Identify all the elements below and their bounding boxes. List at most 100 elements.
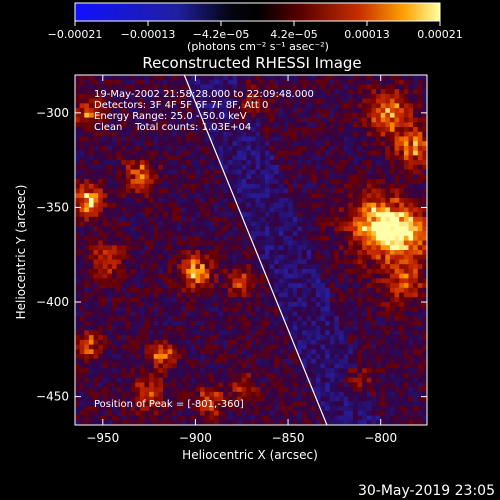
heatmap-cell [352, 316, 359, 322]
heatmap-cell [376, 292, 382, 298]
heatmap-cell [417, 268, 423, 275]
heatmap-cell [357, 349, 363, 355]
heatmap-cell [348, 306, 354, 313]
heatmap-cell [237, 226, 243, 232]
heatmap-cell [232, 302, 238, 308]
heatmap-cell [204, 254, 210, 261]
heatmap-cell [107, 221, 113, 227]
heatmap-cell [195, 344, 201, 350]
heatmap-cell [190, 216, 197, 223]
heatmap-cell [125, 254, 132, 261]
heatmap-cell [88, 302, 95, 308]
heatmap-cell [125, 287, 132, 294]
heatmap-cell [121, 268, 127, 275]
heatmap-cell [399, 122, 405, 128]
heatmap-cell [102, 212, 109, 218]
heatmap-cell [301, 245, 308, 251]
heatmap-cell [320, 212, 326, 218]
heatmap-cell [269, 108, 275, 114]
heatmap-cell [389, 316, 396, 322]
heatmap-cell [218, 202, 224, 209]
heatmap-cell [297, 179, 303, 185]
heatmap-cell [251, 79, 257, 86]
heatmap-cell [403, 103, 410, 109]
heatmap-cell [144, 325, 150, 332]
heatmap-cell [399, 89, 405, 95]
heatmap-cell [144, 344, 150, 350]
heatmap-cell [130, 188, 136, 194]
heatmap-cell [260, 358, 266, 365]
heatmap-cell [93, 283, 99, 289]
heatmap-cell [306, 188, 312, 194]
heatmap-cell [98, 84, 104, 90]
heatmap-cell [79, 212, 85, 218]
heatmap-cell [149, 302, 155, 308]
heatmap-cell [75, 283, 81, 289]
heatmap-cell [403, 197, 410, 204]
heatmap-cell [366, 98, 373, 104]
heatmap-cell [320, 127, 326, 133]
heatmap-cell [297, 377, 303, 384]
heatmap-cell [315, 235, 322, 242]
heatmap-cell [112, 169, 118, 175]
heatmap-cell [380, 259, 386, 265]
heatmap-cell [394, 160, 400, 166]
heatmap-cell [371, 287, 377, 294]
heatmap-cell [422, 254, 427, 261]
heatmap-cell [311, 141, 317, 147]
heatmap-cell [200, 174, 206, 180]
heatmap-cell [116, 202, 122, 209]
heatmap-cell [311, 93, 317, 100]
heatmap-cell [422, 354, 427, 360]
heatmap-cell [376, 344, 382, 350]
heatmap-cell [112, 240, 118, 246]
heatmap-cell [297, 136, 303, 142]
heatmap-cell [352, 297, 359, 303]
heatmap-cell [130, 339, 136, 346]
heatmap-cell [144, 349, 150, 355]
heatmap-cell [260, 84, 266, 90]
heatmap-cell [348, 155, 354, 161]
heatmap-cell [385, 216, 391, 223]
heatmap-cell [320, 103, 326, 109]
heatmap-cell [329, 103, 335, 109]
heatmap-cell [98, 358, 104, 365]
heatmap-cell [408, 283, 414, 289]
heatmap-cell [218, 108, 224, 114]
heatmap-cell [394, 136, 400, 142]
heatmap-cell [385, 179, 391, 185]
heatmap-cell [315, 339, 322, 346]
heatmap-cell [366, 79, 373, 86]
heatmap-cell [125, 174, 132, 180]
heatmap-cell [422, 287, 427, 294]
heatmap-cell [102, 278, 109, 284]
heatmap-cell [93, 207, 99, 213]
heatmap-cell [163, 316, 169, 322]
heatmap-cell [380, 368, 386, 374]
heatmap-cell [130, 84, 136, 90]
heatmap-cell [88, 264, 95, 270]
heatmap-cell [417, 231, 423, 237]
heatmap-cell [227, 382, 234, 388]
heatmap-cell [297, 127, 303, 133]
heatmap-cell [348, 363, 354, 369]
heatmap-cell [190, 339, 197, 346]
heatmap-cell [348, 164, 354, 171]
heatmap-cell [107, 193, 113, 199]
heatmap-cell [149, 89, 155, 95]
heatmap-cell [408, 145, 414, 152]
heatmap-cell [288, 89, 294, 95]
heatmap-cell [209, 216, 215, 223]
heatmap-cell [227, 259, 234, 265]
heatmap-cell [195, 311, 201, 317]
heatmap-cell [260, 183, 266, 190]
heatmap-cell [343, 316, 349, 322]
heatmap-cell [93, 287, 99, 294]
heatmap-cell [274, 179, 280, 185]
heatmap-cell [125, 354, 132, 360]
heatmap-cell [144, 164, 150, 171]
heatmap-cell [269, 250, 275, 256]
heatmap-cell [125, 268, 132, 275]
heatmap-cell [93, 382, 99, 388]
heatmap-cell [403, 325, 410, 332]
